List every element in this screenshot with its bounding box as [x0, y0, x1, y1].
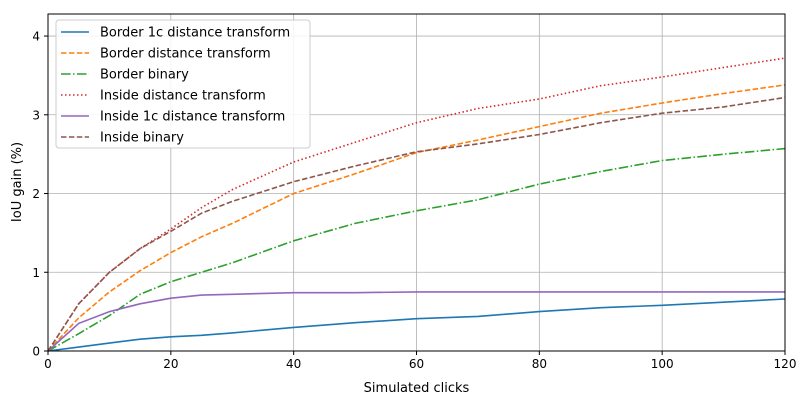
x-tick-label: 100	[651, 357, 674, 371]
series-line-0	[47, 298, 786, 352]
y-axis-label: IoU gain (%)	[10, 142, 25, 222]
y-tick-label: 4	[32, 30, 40, 44]
y-tick-label: 2	[32, 187, 40, 201]
ticks: 0 20 40 60 80 100 120 0 1 2 3 4	[32, 30, 796, 371]
x-tick-label: 60	[409, 357, 424, 371]
series-line-4	[47, 291, 785, 352]
x-tick-label: 80	[532, 357, 547, 371]
y-tick-label: 0	[32, 345, 40, 359]
x-tick-label: 40	[286, 357, 301, 371]
y-tick-label: 1	[32, 266, 40, 280]
series-lines	[47, 57, 786, 352]
y-tick-label: 3	[32, 108, 40, 122]
legend-label: Border binary	[100, 68, 189, 83]
series-line-2	[47, 147, 786, 352]
x-tick-label: 120	[774, 357, 797, 371]
x-tick-label: 20	[163, 357, 178, 371]
legend-box	[55, 19, 311, 149]
legend-label: Inside binary	[100, 131, 184, 146]
legend-label: Inside 1c distance transform	[100, 110, 285, 125]
series-line-5	[47, 96, 786, 352]
legend: Border 1c distance transform Border dista…	[55, 19, 311, 149]
x-tick-label: 0	[44, 357, 52, 371]
legend-label: Border 1c distance transform	[100, 26, 290, 41]
series-line-3	[47, 57, 786, 352]
legend-label: Inside distance transform	[100, 89, 266, 104]
legend-label: Border distance transform	[100, 47, 271, 62]
series-line-1	[47, 84, 786, 352]
x-axis-label: Simulated clicks	[364, 381, 470, 396]
